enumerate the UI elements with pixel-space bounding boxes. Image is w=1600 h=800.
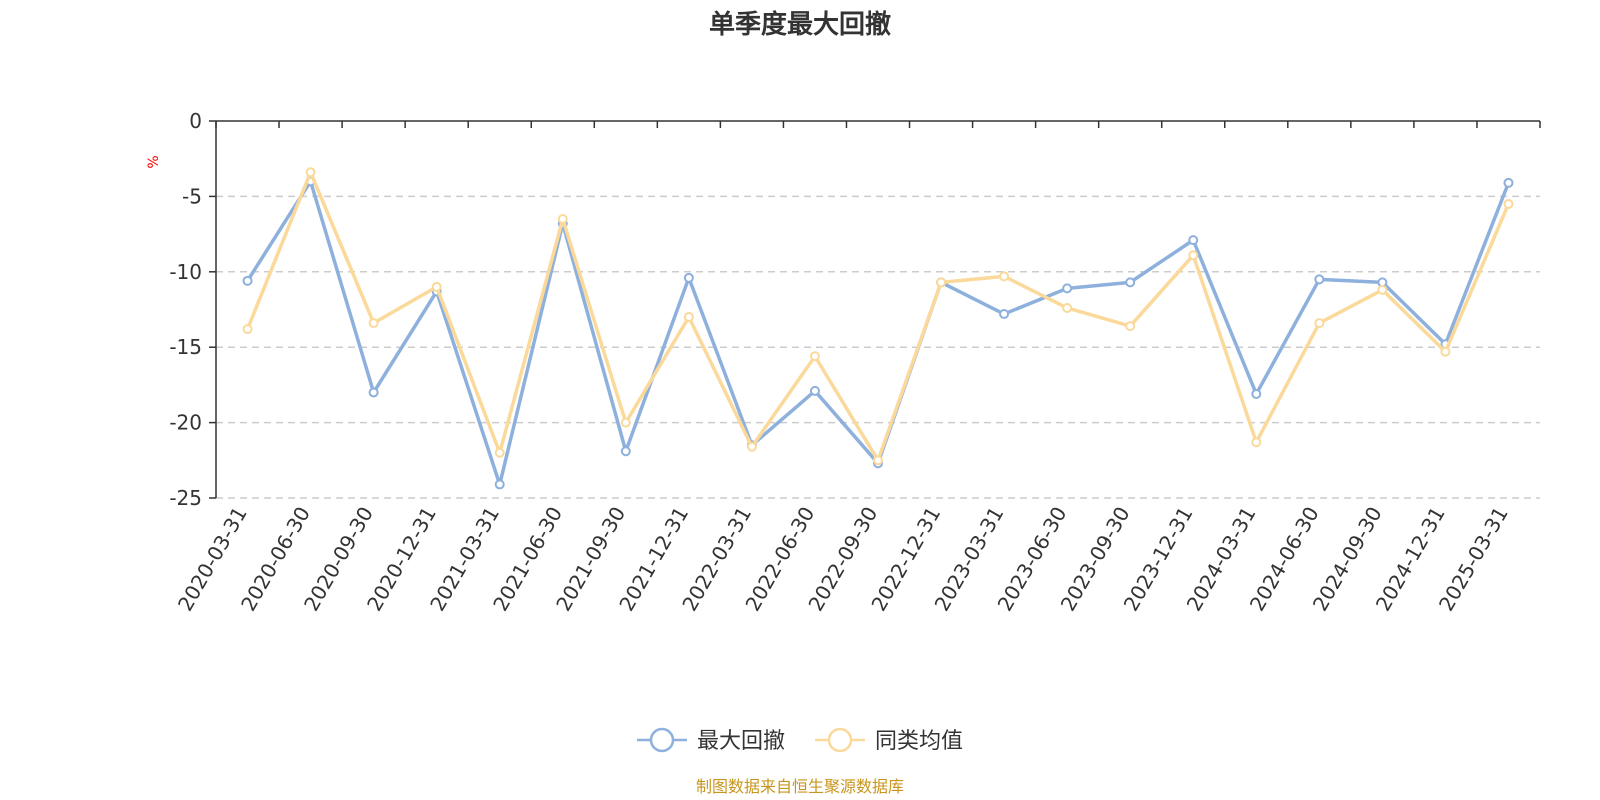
data-point[interactable] [999, 271, 1010, 282]
data-point[interactable] [242, 324, 253, 335]
data-point[interactable] [683, 312, 694, 323]
y-tick-label: -25 [169, 486, 202, 510]
data-point[interactable] [873, 455, 883, 466]
series-1 [242, 176, 1514, 490]
legend-label: 最大回撤 [697, 729, 785, 754]
legend-label: 同类均值 [875, 729, 963, 754]
legend-circle-icon [649, 727, 675, 753]
data-point[interactable] [368, 318, 379, 329]
data-point[interactable] [1503, 198, 1514, 209]
data-point[interactable] [242, 275, 253, 286]
data-point[interactable] [431, 281, 442, 292]
data-point[interactable] [999, 309, 1010, 320]
data-point[interactable] [1062, 283, 1073, 294]
data-point[interactable] [494, 479, 505, 490]
legend-item-1[interactable]: 最大回撤 [637, 727, 785, 754]
data-point[interactable] [368, 387, 379, 398]
y-tick-label: -20 [169, 411, 202, 435]
y-tick-label: -10 [169, 260, 202, 284]
axes: 0-5-10-15-20-252020-03-312020-06-302020-… [169, 109, 1541, 615]
y-tick-label: 0 [189, 109, 202, 133]
y-tick-label: -5 [182, 184, 202, 208]
y-axis-unit: % [146, 155, 162, 168]
legend-circle-icon [827, 727, 853, 753]
data-point[interactable] [1377, 284, 1388, 295]
chart-title: 单季度最大回撤 [709, 9, 891, 40]
data-point[interactable] [1125, 321, 1136, 332]
data-point[interactable] [1251, 388, 1262, 399]
data-point[interactable] [620, 446, 631, 457]
data-point[interactable] [1125, 277, 1136, 288]
gridlines [216, 195, 1540, 499]
series-line [245, 170, 1511, 463]
series-lines [242, 167, 1514, 490]
data-point[interactable] [620, 417, 631, 428]
data-point[interactable] [494, 447, 505, 458]
legend[interactable]: 最大回撤 同类均值 [637, 727, 963, 754]
data-source-note: 制图数据来自恒生聚源数据库 [696, 777, 904, 796]
data-point[interactable] [1188, 235, 1199, 246]
data-point[interactable] [557, 214, 568, 225]
series-line [246, 179, 1511, 487]
series-2 [242, 167, 1514, 466]
legend-item-2[interactable]: 同类均值 [815, 727, 963, 754]
data-point[interactable] [809, 385, 820, 396]
data-point[interactable] [1440, 346, 1451, 357]
data-point[interactable] [305, 167, 316, 178]
data-point[interactable] [1314, 274, 1325, 285]
data-point[interactable] [1503, 177, 1514, 188]
data-point[interactable] [809, 351, 820, 362]
data-point[interactable] [1251, 437, 1262, 448]
data-point[interactable] [1188, 250, 1199, 261]
data-point[interactable] [1062, 302, 1073, 313]
data-point[interactable] [1314, 318, 1325, 329]
data-point[interactable] [936, 277, 947, 288]
data-point[interactable] [683, 272, 694, 283]
data-point[interactable] [746, 441, 757, 452]
y-tick-label: -15 [169, 335, 202, 359]
